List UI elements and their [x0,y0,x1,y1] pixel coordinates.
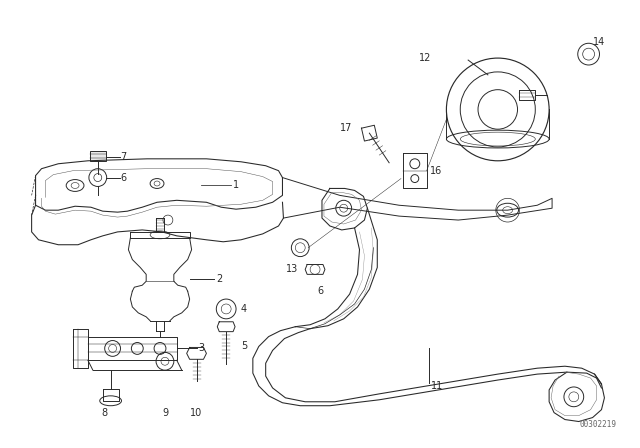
Text: 6: 6 [317,286,323,296]
FancyBboxPatch shape [90,151,106,161]
Text: 2: 2 [216,274,223,284]
Text: 6: 6 [120,172,127,183]
Text: 5: 5 [241,341,247,352]
Text: 11: 11 [431,381,443,391]
Text: 17: 17 [340,123,352,133]
Text: 7: 7 [120,152,127,162]
Text: 10: 10 [191,408,203,418]
Text: 9: 9 [162,408,168,418]
Text: 1: 1 [233,181,239,190]
Text: 00302219: 00302219 [579,420,616,430]
Text: 13: 13 [286,264,298,275]
Text: 3: 3 [198,344,205,353]
Text: 12: 12 [419,53,431,63]
Text: 16: 16 [429,166,442,176]
Text: 8: 8 [102,408,108,418]
Text: 4: 4 [241,304,247,314]
Text: 14: 14 [593,37,605,47]
